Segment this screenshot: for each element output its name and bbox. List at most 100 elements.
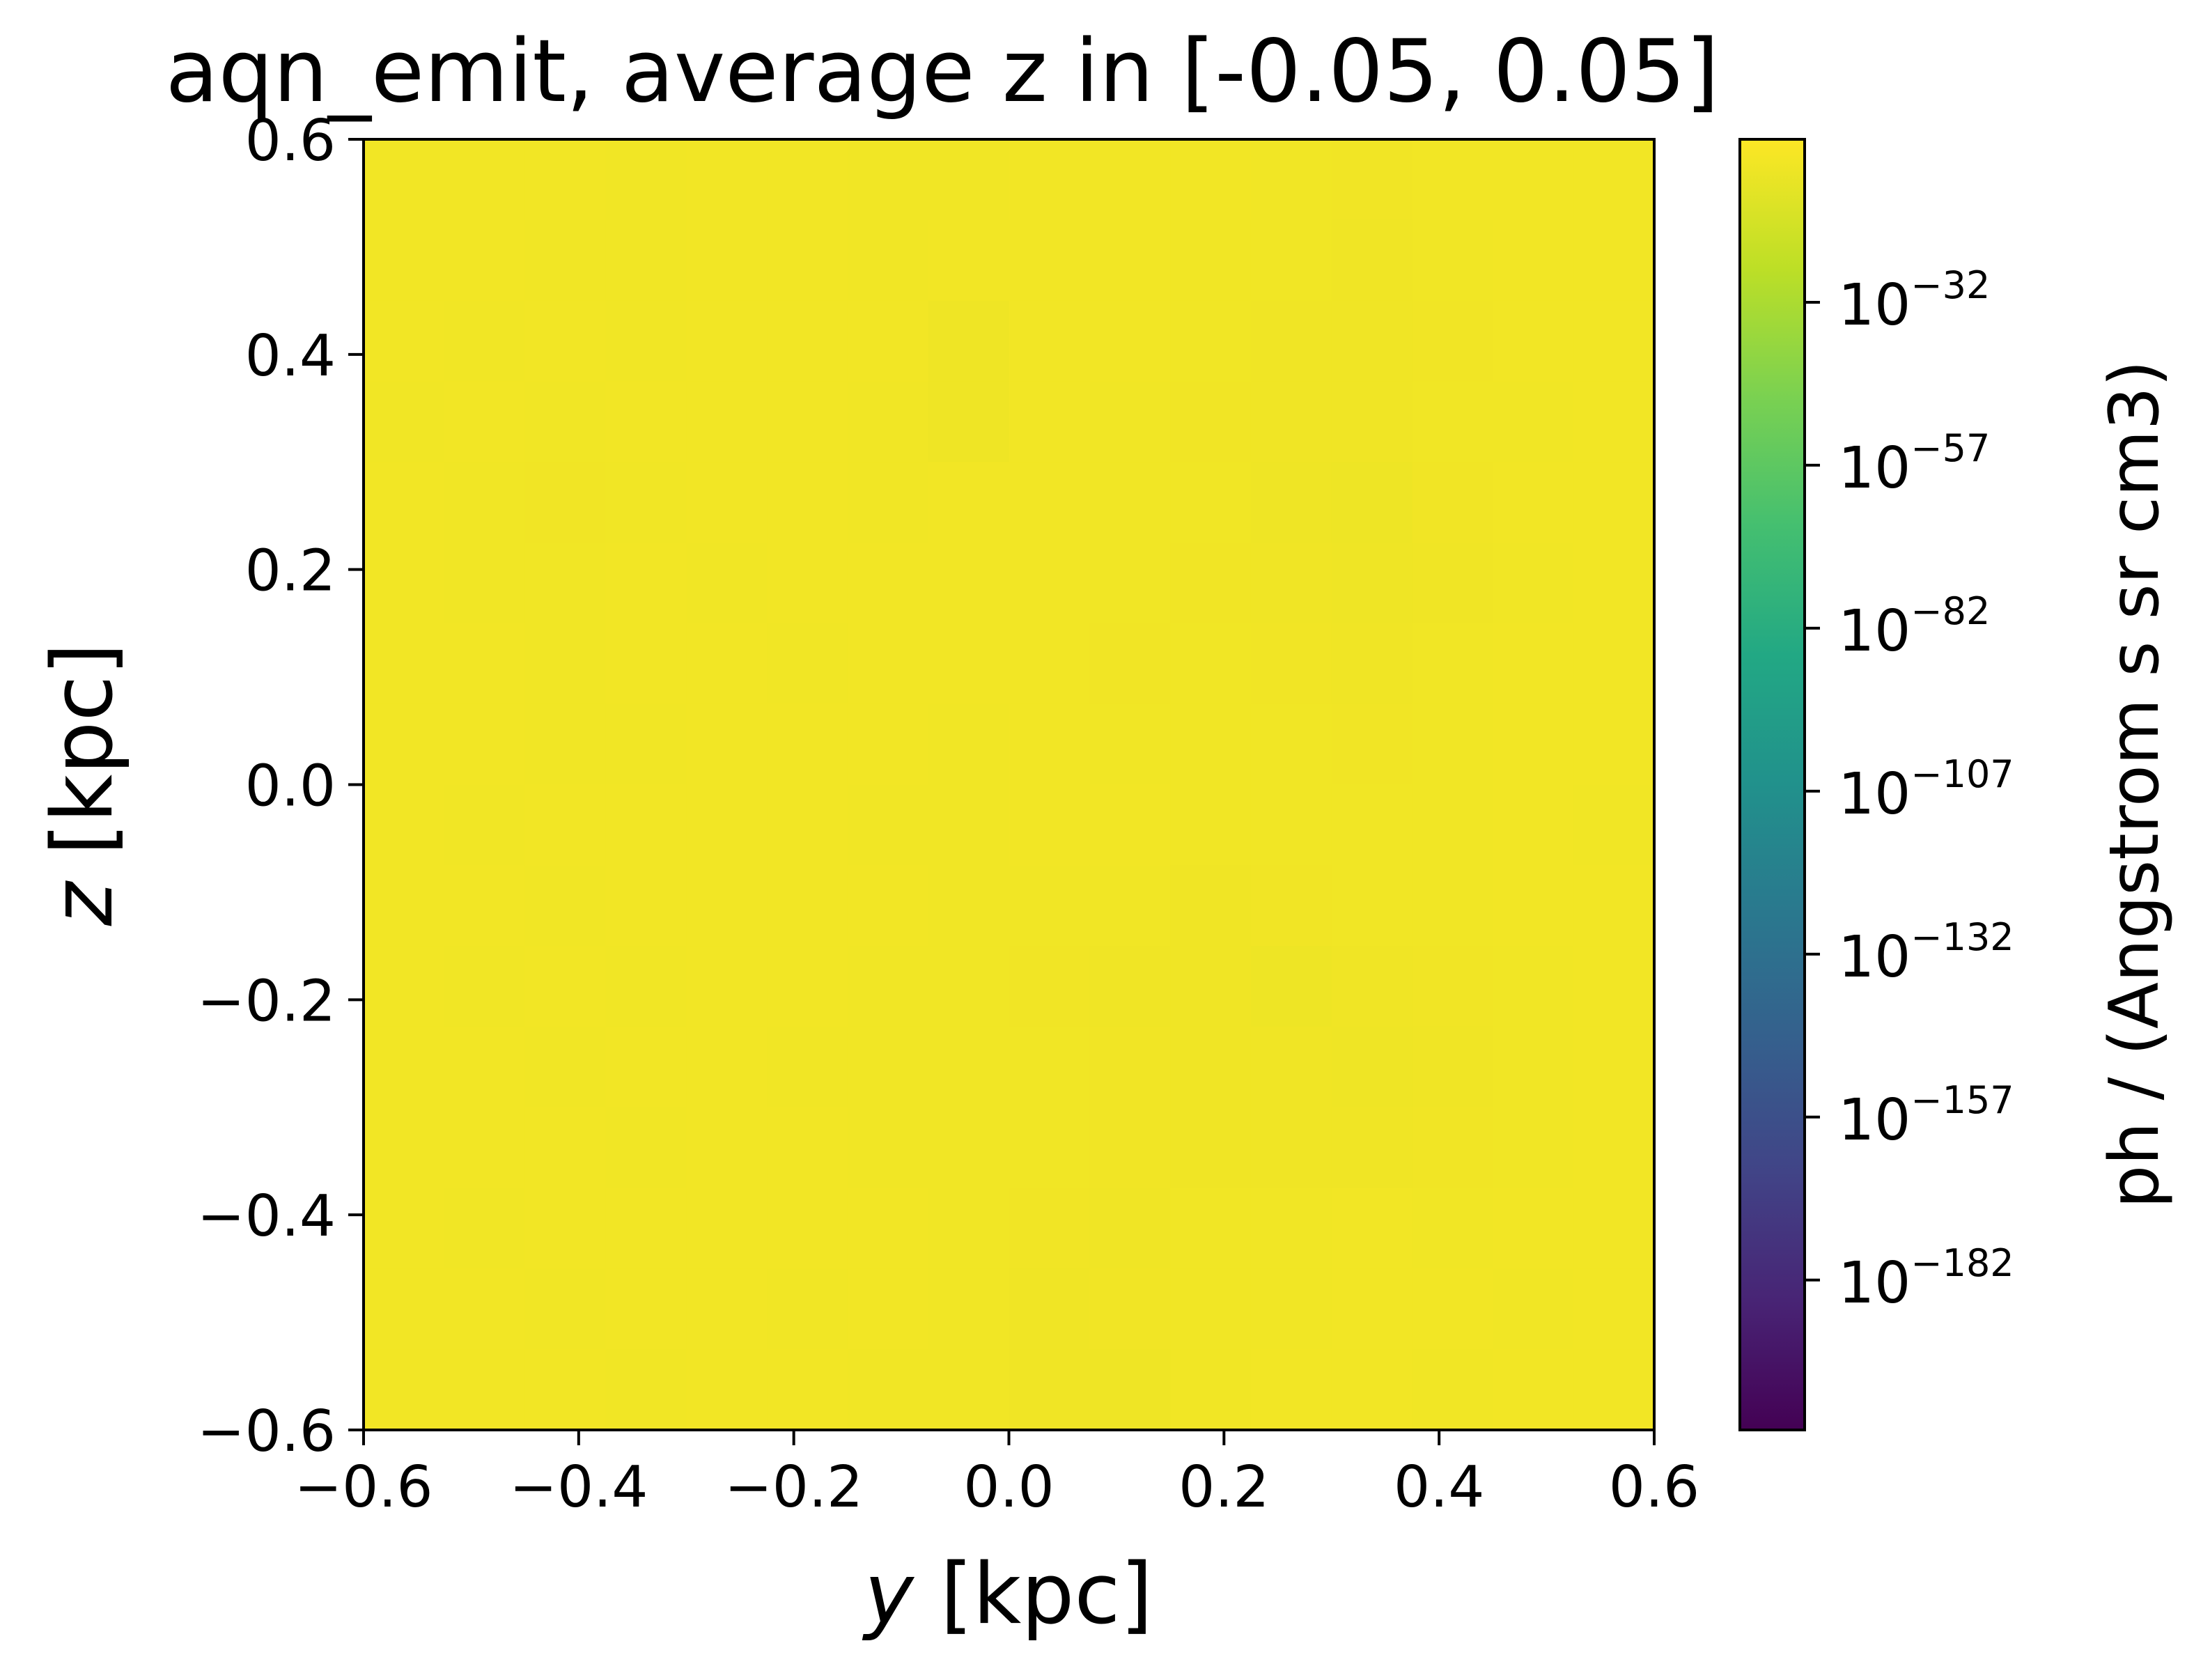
heatmap-cell bbox=[1412, 1349, 1493, 1431]
heatmap-cell bbox=[1170, 623, 1252, 705]
chart-title: aqn_emit, average z in [-0.05, 0.05] bbox=[166, 22, 1720, 122]
heatmap-cell bbox=[1250, 139, 1332, 221]
heatmap-cell bbox=[605, 623, 687, 705]
x-tick-label: −0.2 bbox=[724, 1454, 863, 1520]
x-tick-label: 0.6 bbox=[1609, 1454, 1699, 1520]
heatmap-cell bbox=[1009, 1188, 1090, 1269]
heatmap-cell bbox=[1331, 1188, 1413, 1269]
heatmap-cell bbox=[1493, 623, 1574, 705]
heatmap-cell bbox=[767, 623, 848, 705]
heatmap-cell bbox=[1009, 381, 1090, 462]
heatmap-cell bbox=[847, 1349, 929, 1431]
heatmap-cell bbox=[847, 865, 929, 947]
y-axis-label-unit: [kpc] bbox=[35, 643, 132, 882]
heatmap-cell bbox=[767, 784, 848, 866]
heatmap-cell bbox=[444, 543, 526, 624]
heatmap-cell bbox=[1250, 1268, 1332, 1350]
heatmap-cell bbox=[364, 946, 445, 1027]
heatmap-cell bbox=[444, 865, 526, 947]
heatmap-cell bbox=[847, 946, 929, 1027]
heatmap-cell bbox=[1089, 1026, 1171, 1108]
heatmap-cell bbox=[767, 1268, 848, 1350]
heatmap-cell bbox=[928, 1349, 1010, 1431]
heatmap-cell bbox=[444, 1107, 526, 1189]
heatmap-cell bbox=[1412, 1188, 1493, 1269]
heatmap-cell bbox=[1170, 703, 1252, 786]
heatmap-cell bbox=[1250, 381, 1332, 462]
y-axis-label: z [kpc] bbox=[35, 643, 132, 926]
heatmap-cell bbox=[1170, 1026, 1252, 1108]
heatmap-cell bbox=[364, 1349, 445, 1431]
heatmap-cell bbox=[1089, 543, 1171, 624]
heatmap-cell bbox=[1170, 1349, 1252, 1431]
x-tick-label: −0.6 bbox=[294, 1454, 433, 1520]
heatmap-cell bbox=[605, 219, 687, 302]
heatmap-cell bbox=[524, 946, 607, 1027]
heatmap-cell bbox=[1412, 703, 1493, 786]
heatmap-cell bbox=[605, 381, 687, 462]
heatmap-cell bbox=[1250, 219, 1332, 302]
heatmap-cell bbox=[1573, 784, 1655, 866]
heatmap-cell bbox=[444, 623, 526, 705]
heatmap-cell bbox=[1412, 865, 1493, 947]
heatmap-cell bbox=[524, 139, 607, 221]
heatmap-cell bbox=[928, 381, 1010, 462]
heatmap-cell bbox=[1089, 300, 1171, 382]
heatmap-cell bbox=[444, 139, 526, 221]
heatmap-cell bbox=[928, 703, 1010, 786]
heatmap-cell bbox=[1573, 1188, 1655, 1269]
y-tick-label: 0.2 bbox=[245, 538, 336, 605]
heatmap-cell bbox=[1250, 946, 1332, 1027]
heatmap-cell bbox=[1009, 623, 1090, 705]
heatmap-cell bbox=[1331, 1026, 1413, 1108]
heatmap-cell bbox=[1493, 543, 1574, 624]
heatmap-cell bbox=[524, 543, 607, 624]
heatmap-cell bbox=[928, 946, 1010, 1027]
heatmap-cell bbox=[1493, 1188, 1574, 1269]
heatmap-cell bbox=[1331, 623, 1413, 705]
heatmap-cell bbox=[1170, 865, 1252, 947]
colorbar-tick-label: 10−157 bbox=[1838, 1078, 2014, 1153]
colorbar-tick-label: 10−82 bbox=[1838, 589, 1990, 664]
heatmap-cell bbox=[1331, 543, 1413, 624]
heatmap-cell bbox=[444, 462, 526, 543]
heatmap-cell bbox=[847, 139, 929, 221]
heatmap-cell bbox=[1412, 1107, 1493, 1189]
heatmap-cell bbox=[767, 1188, 848, 1269]
heatmap-cell bbox=[1331, 1349, 1413, 1431]
heatmap-cell bbox=[1412, 219, 1493, 302]
heatmap-cell bbox=[1009, 1268, 1090, 1350]
heatmap-cell bbox=[767, 703, 848, 786]
heatmap-cell bbox=[1089, 1188, 1171, 1269]
heatmap-cell bbox=[1573, 623, 1655, 705]
heatmap-cell bbox=[524, 219, 607, 302]
heatmap-cell bbox=[686, 1188, 768, 1269]
colorbar-tick-label: 10−132 bbox=[1838, 915, 2014, 990]
y-tick-label: 0.4 bbox=[245, 323, 336, 389]
heatmap-cell bbox=[1009, 946, 1090, 1027]
heatmap-cell bbox=[1331, 1268, 1413, 1350]
heatmap-cell bbox=[928, 1026, 1010, 1108]
heatmap-cell bbox=[686, 139, 768, 221]
heatmap-cell bbox=[605, 1268, 687, 1350]
heatmap-cell bbox=[524, 462, 607, 543]
heatmap-cell bbox=[847, 703, 929, 786]
heatmap-cell bbox=[1331, 1107, 1413, 1189]
heatmap-cell bbox=[1170, 543, 1252, 624]
heatmap-cell bbox=[364, 462, 445, 543]
heatmap-cell bbox=[847, 784, 929, 866]
heatmap-cell bbox=[686, 623, 768, 705]
heatmap-cell bbox=[444, 946, 526, 1027]
heatmap-cell bbox=[1089, 703, 1171, 786]
heatmap-cell bbox=[928, 462, 1010, 543]
heatmap-cell bbox=[364, 1188, 445, 1269]
heatmap-cell bbox=[767, 1026, 848, 1108]
heatmap-cell bbox=[364, 623, 445, 705]
heatmap-cell bbox=[928, 139, 1010, 221]
heatmap-cell bbox=[605, 946, 687, 1027]
heatmap-cell bbox=[928, 865, 1010, 947]
heatmap-cell bbox=[364, 543, 445, 624]
heatmap-cell bbox=[1009, 865, 1090, 947]
heatmap-cell bbox=[1412, 623, 1493, 705]
